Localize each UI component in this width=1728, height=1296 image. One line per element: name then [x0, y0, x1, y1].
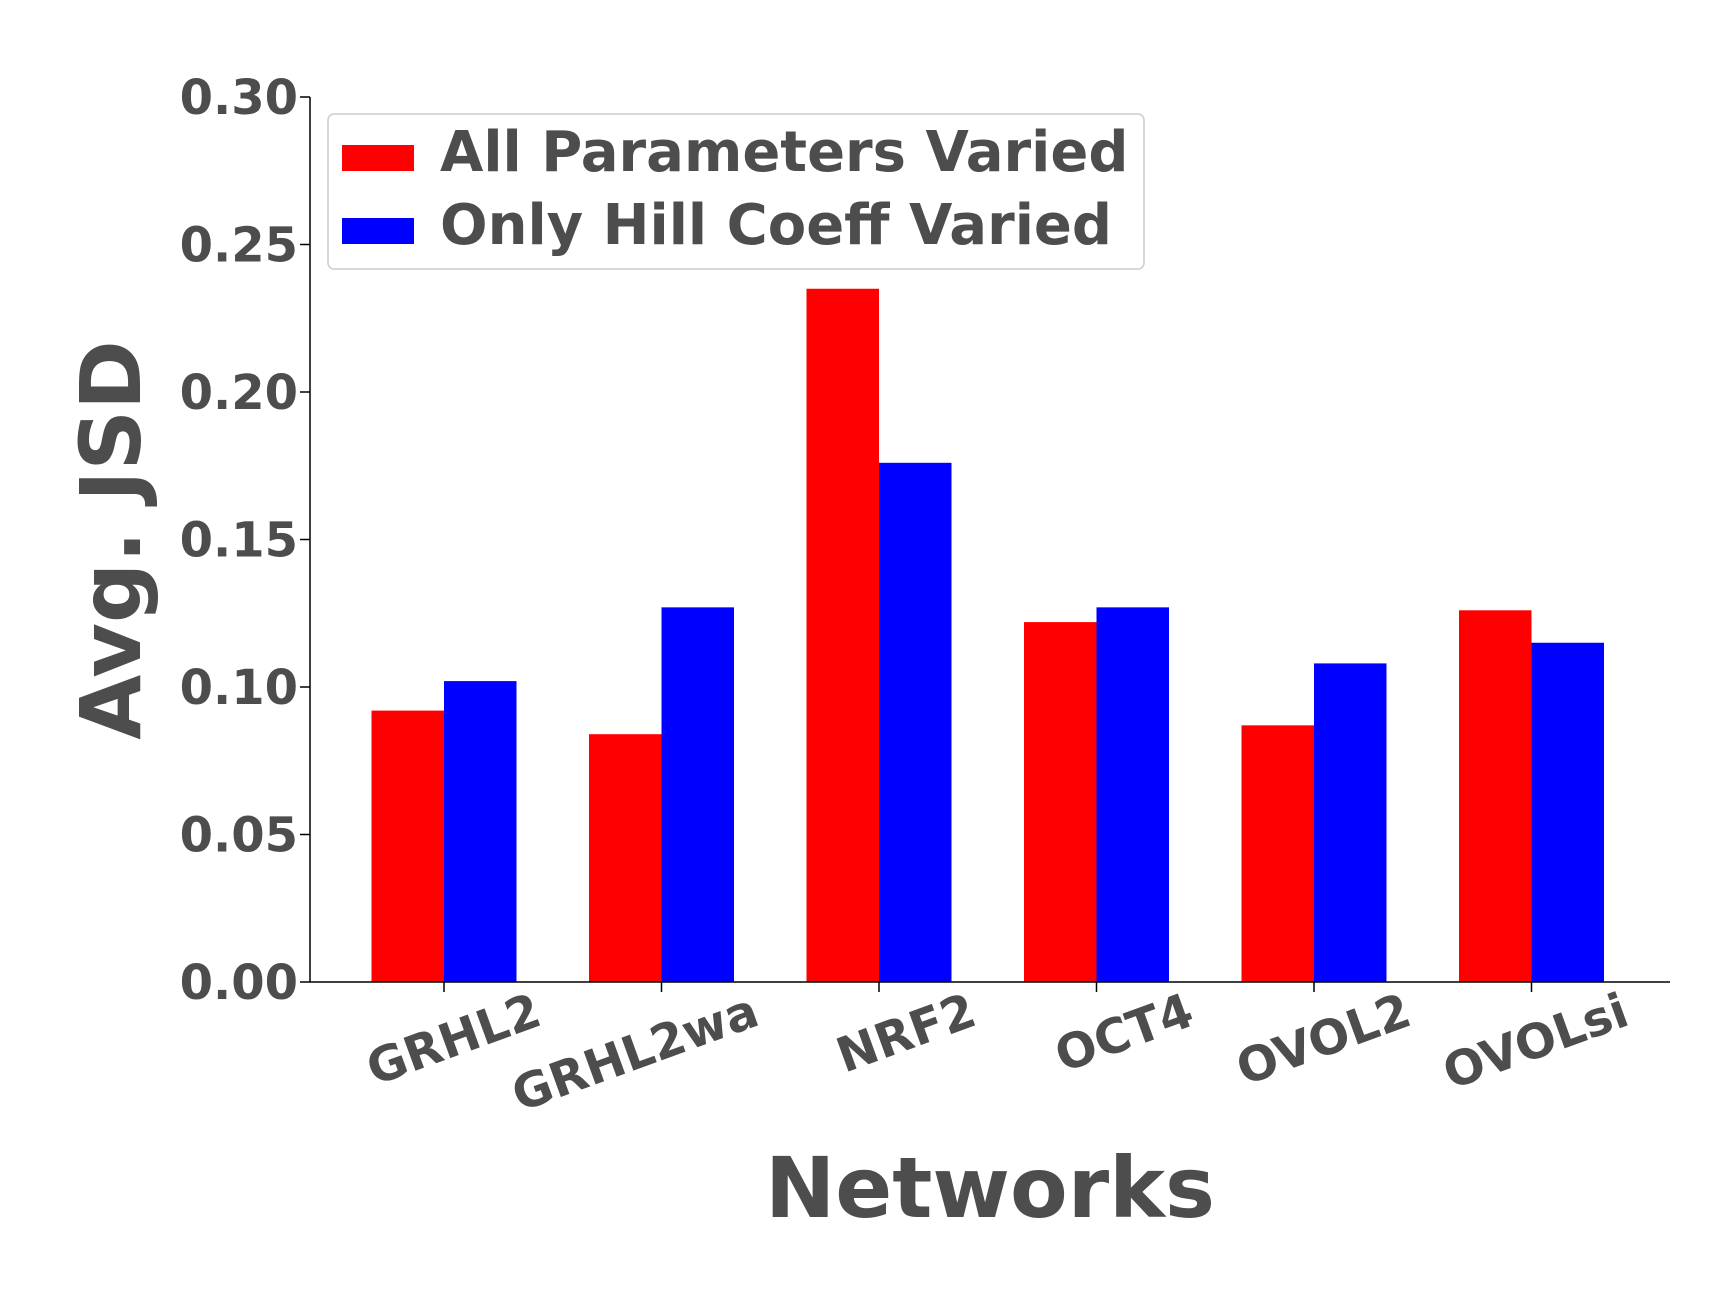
legend-label-all-parameters: All Parameters Varied — [440, 120, 1128, 185]
bar-all-parameters-oct4 — [1024, 622, 1097, 982]
x-tick-label: OCT4 — [1048, 983, 1201, 1084]
bar-hill-coeff-ovolsi — [1531, 642, 1604, 982]
y-axis-title: Avg. JSD — [62, 340, 160, 740]
y-tick-label: 0.10 — [180, 660, 298, 716]
bar-hill-coeff-grhl2wa — [661, 607, 734, 982]
y-tick-label: 0.20 — [180, 365, 298, 421]
bars-layer — [371, 288, 1604, 982]
bar-hill-coeff-oct4 — [1096, 607, 1169, 982]
y-tick-label: 0.25 — [180, 218, 298, 274]
x-axis-title: Networks — [765, 1139, 1215, 1237]
y-tick-label: 0.00 — [180, 955, 298, 1011]
bar-hill-coeff-grhl2 — [444, 681, 517, 982]
x-tick-label: GRHL2wa — [505, 983, 766, 1124]
bar-all-parameters-ovol2 — [1241, 725, 1314, 982]
bar-all-parameters-ovolsi — [1459, 610, 1532, 982]
bar-all-parameters-nrf2 — [806, 288, 879, 982]
legend-label-hill-coeff: Only Hill Coeff Varied — [440, 193, 1112, 258]
legend: All Parameters Varied Only Hill Coeff Va… — [327, 113, 1145, 270]
bar-all-parameters-grhl2wa — [589, 734, 662, 982]
x-tick-label: OVOL2 — [1229, 983, 1418, 1097]
y-tick-label: 0.05 — [180, 808, 298, 864]
legend-swatch-all-parameters — [342, 145, 414, 171]
bar-all-parameters-grhl2 — [371, 710, 444, 982]
bar-hill-coeff-ovol2 — [1314, 663, 1387, 982]
legend-frame — [327, 113, 1145, 270]
y-tick-label: 0.30 — [180, 70, 298, 126]
bar-hill-coeff-nrf2 — [879, 462, 952, 982]
x-tick-label: NRF2 — [829, 983, 983, 1085]
y-tick-label: 0.15 — [180, 513, 298, 569]
x-tick-label: OVOLsi — [1436, 983, 1636, 1101]
y-ticks: 0.00 0.05 0.10 0.15 0.20 0.25 0.30 — [180, 70, 310, 1011]
legend-swatch-hill-coeff — [342, 218, 414, 244]
